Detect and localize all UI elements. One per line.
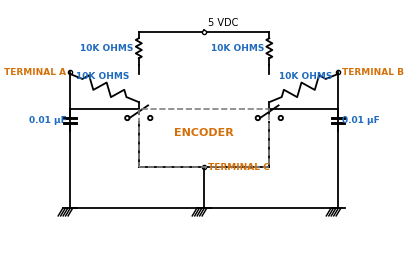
- Text: TERMINAL B: TERMINAL B: [341, 68, 404, 77]
- Text: TERMINAL A: TERMINAL A: [4, 68, 67, 77]
- Text: 10K OHMS: 10K OHMS: [76, 72, 129, 81]
- Text: 0.01 μF: 0.01 μF: [29, 116, 67, 125]
- Text: 0.01 μF: 0.01 μF: [341, 116, 379, 125]
- Bar: [139, 109, 269, 167]
- Text: 5 VDC: 5 VDC: [208, 18, 238, 28]
- Text: 10K OHMS: 10K OHMS: [279, 72, 332, 81]
- Text: ENCODER: ENCODER: [174, 128, 234, 138]
- Text: 10K OHMS: 10K OHMS: [211, 44, 264, 53]
- Text: 10K OHMS: 10K OHMS: [80, 44, 133, 53]
- Text: TERMINAL C: TERMINAL C: [208, 163, 269, 172]
